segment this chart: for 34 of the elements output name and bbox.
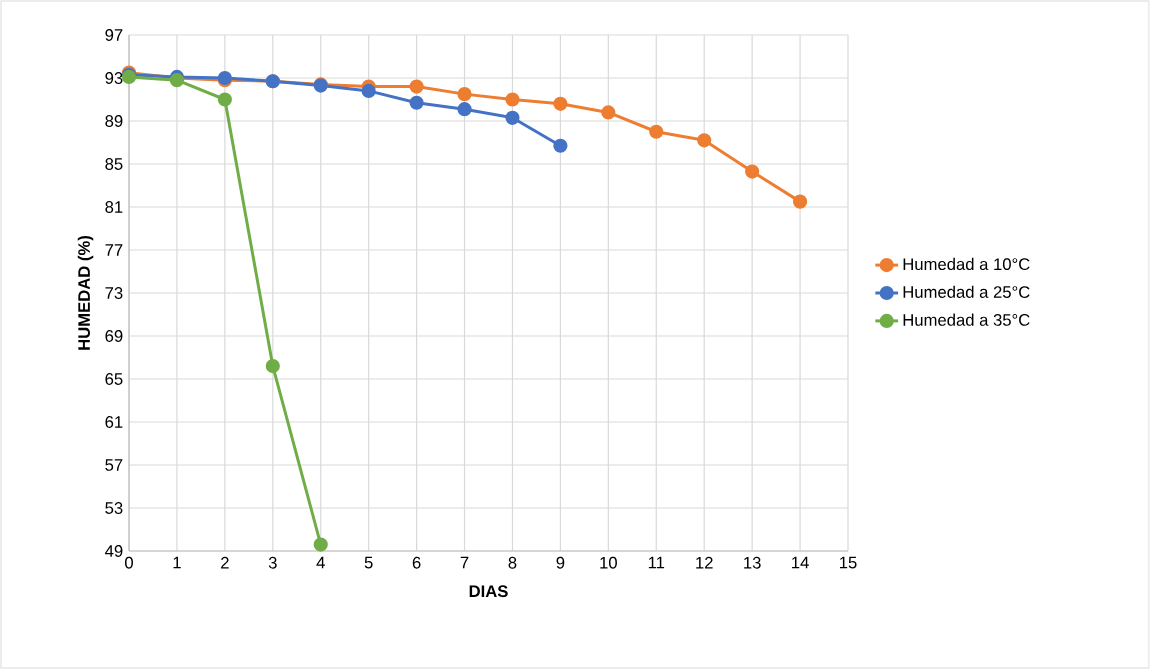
y-tick-label: 49 xyxy=(105,545,123,557)
legend-label: Humedad a 25°C xyxy=(903,285,1030,298)
x-tick-label: 8 xyxy=(508,556,517,569)
y-tick-label: 93 xyxy=(105,72,123,84)
y-tick-label: 85 xyxy=(105,158,123,170)
y-tick-label: 73 xyxy=(105,287,123,299)
y-tick-label: 89 xyxy=(105,115,123,127)
x-tick-label: 7 xyxy=(460,556,469,569)
y-tick-label: 57 xyxy=(105,459,123,471)
x-tick-label: 5 xyxy=(364,556,373,569)
x-tick-label: 14 xyxy=(792,556,809,569)
y-tick-label: 97 xyxy=(105,29,123,41)
x-tick-label: 9 xyxy=(556,556,565,569)
y-tick-label: 77 xyxy=(105,244,123,256)
x-tick-label: 2 xyxy=(221,556,229,569)
legend-label: Humedad a 10°C xyxy=(903,257,1030,271)
y-tick-label: 53 xyxy=(105,502,123,514)
y-tick-label: 69 xyxy=(105,330,123,342)
legend-label: Humedad a 35°C xyxy=(903,313,1030,326)
y-tick-label: 65 xyxy=(105,373,123,385)
x-tick-label: 6 xyxy=(412,556,421,569)
x-tick-label: 12 xyxy=(696,556,713,569)
x-tick-label: 4 xyxy=(316,556,325,569)
y-tick-label: 81 xyxy=(105,201,123,213)
x-tick-label: 1 xyxy=(173,556,181,569)
y-axis-title: HUMEDAD (%) xyxy=(77,235,94,350)
x-tick-label: 3 xyxy=(268,556,277,569)
x-tick-label: 11 xyxy=(648,556,665,569)
x-tick-label: 15 xyxy=(840,556,857,569)
y-tick-label: 61 xyxy=(105,416,123,428)
x-tick-label: 13 xyxy=(744,556,761,569)
x-tick-label: 0 xyxy=(125,556,133,569)
x-axis-title: DIAS xyxy=(469,585,508,598)
x-tick-label: 10 xyxy=(600,556,617,569)
